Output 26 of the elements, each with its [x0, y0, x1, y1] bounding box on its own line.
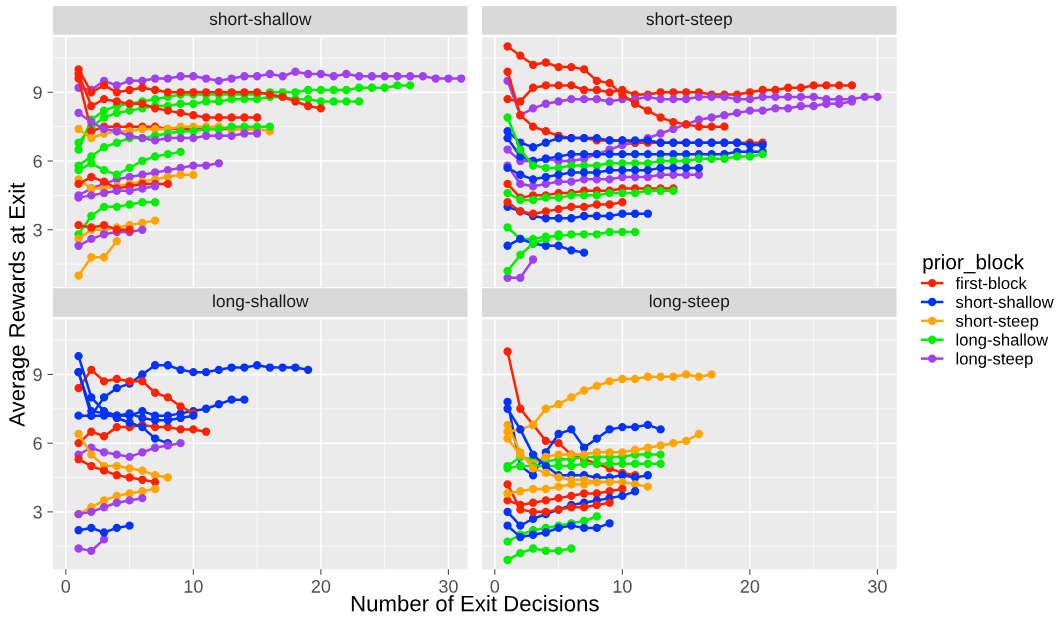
x-tick-label: 10	[613, 580, 632, 593]
chart-title: short-shallow	[209, 12, 312, 26]
legend-label: short-steep	[955, 314, 1039, 331]
legend-label: first-block	[955, 276, 1027, 290]
y-axis-title: Average Rewards at Exit	[8, 182, 30, 427]
x-tick-label: 20	[740, 580, 760, 593]
legend-label: long-shallow	[956, 333, 1049, 350]
y-tick-label: 9	[33, 86, 42, 100]
chart-title: long-steep	[649, 294, 730, 311]
chart-title: short-steep	[646, 12, 732, 29]
x-tick-label: 0	[61, 580, 71, 593]
x-tick-label: 0	[490, 580, 500, 593]
x-tick-label: 30	[439, 580, 458, 593]
x-axis-title: Number of Exit Decisions	[351, 595, 599, 612]
y-tick-label: 6	[33, 154, 42, 168]
y-tick-label: 6	[33, 437, 42, 450]
y-tick-label: 9	[33, 368, 42, 382]
legend-label: long-steep	[956, 352, 1033, 368]
x-tick-label: 30	[868, 580, 887, 593]
legend-label: short-shallow	[955, 295, 1054, 308]
y-tick-label: 3	[33, 505, 42, 519]
x-tick-label: 10	[184, 580, 203, 593]
chart-title: long-shallow	[213, 294, 309, 311]
x-tick-label: 20	[311, 580, 331, 593]
legend-title: prior_block	[923, 254, 1025, 274]
y-tick-label: 3	[33, 223, 42, 237]
